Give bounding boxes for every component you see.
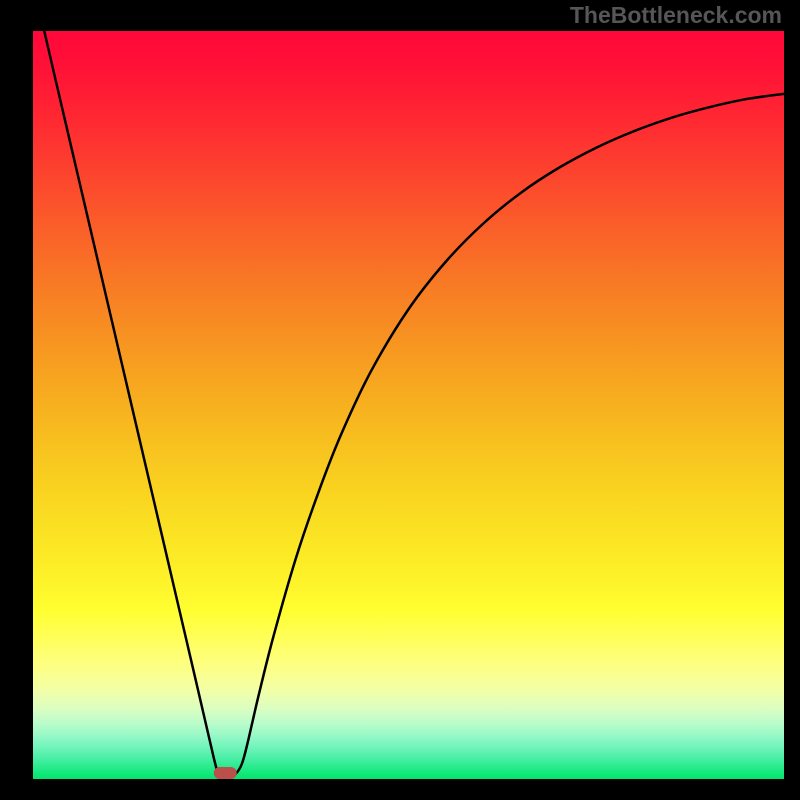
watermark-text: TheBottleneck.com bbox=[570, 2, 782, 29]
optimal-point-marker bbox=[214, 767, 237, 779]
gradient-background bbox=[33, 31, 784, 779]
chart-frame: TheBottleneck.com bbox=[0, 0, 800, 800]
plot-area bbox=[33, 31, 784, 779]
